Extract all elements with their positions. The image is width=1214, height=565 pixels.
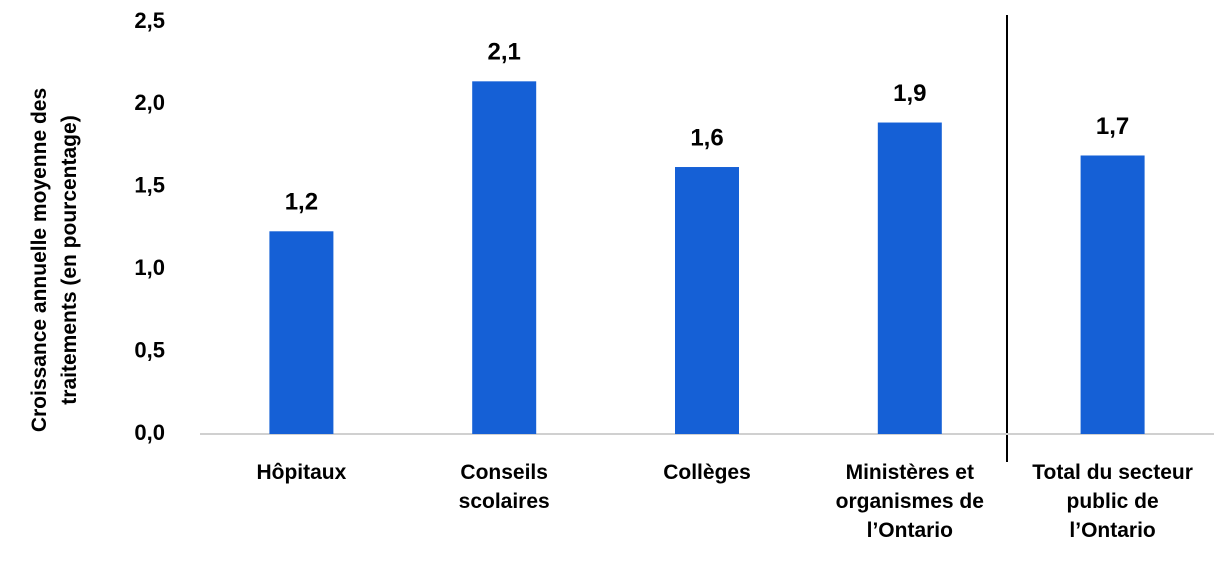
y-tick-label: 0,0 xyxy=(134,420,165,445)
y-tick-label: 2,0 xyxy=(134,90,165,115)
data-label: 2,1 xyxy=(488,39,521,66)
bar xyxy=(269,231,334,434)
y-axis-label: Croissance annuelle moyenne des traiteme… xyxy=(28,87,81,433)
data-label: 1,2 xyxy=(285,189,318,216)
x-tick-label: Total du secteur public de l’Ontario xyxy=(1032,461,1193,542)
y-tick-label: 1,5 xyxy=(134,173,165,198)
data-label: 1,6 xyxy=(690,124,723,151)
data-label: 1,7 xyxy=(1096,113,1129,140)
y-tick-label: 1,0 xyxy=(134,255,165,280)
y-tick-label: 0,5 xyxy=(134,337,165,362)
y-tick-label: 2,5 xyxy=(134,8,165,33)
bar xyxy=(877,122,942,434)
x-tick-label: Collèges xyxy=(663,461,751,484)
data-label: 1,9 xyxy=(893,80,926,107)
x-tick-label: Conseils scolaires xyxy=(458,461,550,513)
x-tick-label: Hôpitaux xyxy=(256,461,347,484)
x-tick-label: Ministères et organismes de l’Ontario xyxy=(835,461,984,542)
bar xyxy=(1080,155,1145,434)
bar xyxy=(472,81,537,434)
bar xyxy=(675,167,739,435)
